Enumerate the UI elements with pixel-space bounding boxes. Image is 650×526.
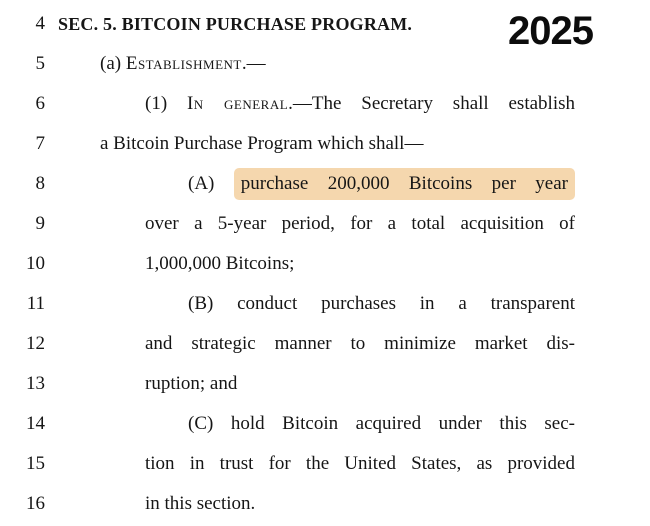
year-stamp: 2025 xyxy=(508,9,594,53)
bill-line-8: 8 (A) purchase 200,000 Bitcoins per year xyxy=(0,166,650,206)
line-number: 7 xyxy=(35,133,46,154)
body-text: in this section. xyxy=(145,493,256,514)
body-text: tion in trust for the United States, as … xyxy=(145,453,575,474)
subsection-a-heading: (a) Establishment.— xyxy=(58,51,575,77)
body-text: 1,000,000 Bitcoins; xyxy=(145,253,295,274)
bill-line-6: 6 (1) In general.—The Secretary shall es… xyxy=(0,86,650,126)
line-number: 11 xyxy=(26,293,45,314)
body-text: a Bitcoin Purchase Program which shall— xyxy=(100,133,424,154)
line-number: 13 xyxy=(26,373,45,394)
bill-line-7: 7 a Bitcoin Purchase Program which shall… xyxy=(0,126,650,166)
text-segment: (a) xyxy=(100,53,126,74)
clause-A-text: (A) purchase 200,000 Bitcoins per year xyxy=(58,168,575,200)
bill-line-13: 13 ruption; and xyxy=(0,366,650,406)
text-segment: (1) xyxy=(145,93,187,114)
line-number: 12 xyxy=(26,333,45,354)
body-text: and strategic manner to minimize market … xyxy=(145,333,575,354)
highlight-purchase-clause: purchase 200,000 Bitcoins per year xyxy=(233,168,575,200)
clause-B-text: (B) conduct purchases in a transparent xyxy=(188,293,575,314)
text-segment: .—The Secretary shall establish xyxy=(288,93,575,114)
bill-line-12: 12 and strategic manner to minimize mark… xyxy=(0,326,650,366)
bill-line-9: 9 over a 5-year period, for a total acqu… xyxy=(0,206,650,246)
line-number: 14 xyxy=(26,413,45,434)
line-number: 15 xyxy=(26,453,45,474)
line-number: 4 xyxy=(35,13,46,34)
smallcaps-segment: Establishment xyxy=(125,53,242,74)
line-number: 16 xyxy=(26,493,45,514)
bill-line-16: 16 in this section. xyxy=(0,486,650,526)
line-number: 5 xyxy=(35,53,46,74)
bill-line-5: 5 (a) Establishment.— xyxy=(0,46,650,86)
bill-line-14: 14 (C) hold Bitcoin acquired under this … xyxy=(0,406,650,446)
bill-line-11: 11 (B) conduct purchases in a transparen… xyxy=(0,286,650,326)
line-number: 10 xyxy=(26,253,45,274)
bill-line-4: 4 SEC. 5. BITCOIN PURCHASE PROGRAM. xyxy=(0,6,650,46)
line-number: 9 xyxy=(35,213,46,234)
body-text: ruption; and xyxy=(145,373,238,394)
clause-C-text: (C) hold Bitcoin acquired under this sec… xyxy=(188,413,575,434)
text-segment: .— xyxy=(241,53,266,74)
text-segment: (A) xyxy=(188,173,234,194)
paragraph-1-heading: (1) In general.—The Secretary shall esta… xyxy=(58,91,575,117)
bill-line-10: 10 1,000,000 Bitcoins; xyxy=(0,246,650,286)
smallcaps-segment: In general xyxy=(186,93,289,114)
line-number: 8 xyxy=(35,173,46,194)
line-number: 6 xyxy=(35,93,46,114)
body-text: over a 5-year period, for a total acquis… xyxy=(145,213,575,234)
bill-line-15: 15 tion in trust for the United States, … xyxy=(0,446,650,486)
section-heading: SEC. 5. BITCOIN PURCHASE PROGRAM. xyxy=(58,14,413,34)
